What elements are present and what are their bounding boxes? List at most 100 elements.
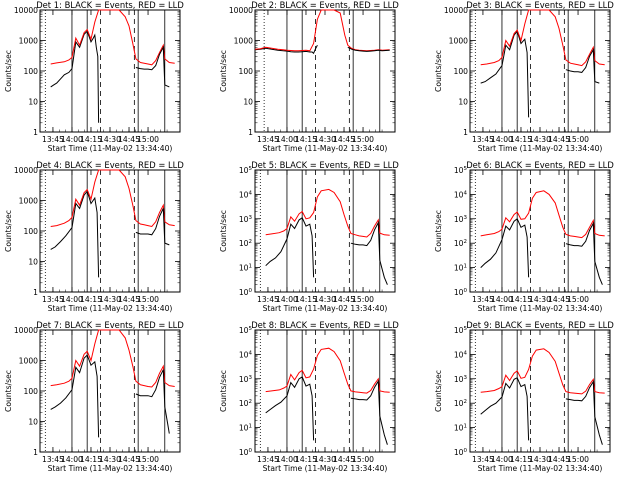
y-tick-label: 101 <box>239 264 252 273</box>
detector-panel-4: Det 4: BLACK = Events, RED = LLD 1 10 100 10… <box>4 160 184 313</box>
x-tick-label: 14:45 <box>548 455 570 464</box>
y-axis-label: Counts/sec <box>4 50 13 92</box>
y-axis-label: Counts/sec <box>434 370 443 412</box>
x-axis-label: Start Time (11-May-02 13:34:40) <box>478 144 603 153</box>
y-tick-label: 10 <box>458 98 468 107</box>
y-axis-label: Counts/sec <box>219 50 228 92</box>
x-tick-label: 14:30 <box>314 295 336 304</box>
x-tick-label: 15:00 <box>567 455 589 464</box>
series-black-line <box>50 30 100 123</box>
y-axis-label: Counts/sec <box>434 50 443 92</box>
x-tick-label: 14:00 <box>491 455 513 464</box>
x-tick-label: 13:45 <box>472 455 494 464</box>
x-tick-label: 13:45 <box>42 295 64 304</box>
panel-title: Det 2: BLACK = Events, RED = LLD <box>251 0 399 10</box>
y-tick-label: 10000 <box>14 6 38 15</box>
series-black-line <box>350 379 388 445</box>
x-tick-label: 15:00 <box>352 135 374 144</box>
detector-panel-5: Det 5: BLACK = Events, RED = LLD 100 101 10… <box>219 160 399 313</box>
series-red-line <box>480 348 605 395</box>
series-black-line <box>480 218 530 278</box>
y-tick-label: 105 <box>239 166 253 175</box>
x-tick-label: 14:45 <box>118 135 140 144</box>
x-tick-label: 14:45 <box>548 295 570 304</box>
y-tick-label: 10 <box>28 258 38 267</box>
y-tick-label: 103 <box>454 215 468 224</box>
detector-panel-2: Det 2: BLACK = Events, RED = LLD 1 10 100 10… <box>219 0 399 153</box>
x-tick-label: 14:00 <box>276 135 298 144</box>
y-tick-label: 104 <box>239 350 253 359</box>
x-axis-label: Start Time (11-May-02 13:34:40) <box>263 464 388 473</box>
y-tick-label: 10000 <box>14 326 38 335</box>
x-axis-label: Start Time (11-May-02 13:34:40) <box>48 144 173 153</box>
x-tick-label: 15:00 <box>137 135 159 144</box>
x-tick-label: 14:45 <box>333 295 355 304</box>
y-axis-label: Counts/sec <box>4 210 13 252</box>
y-tick-label: 101 <box>454 424 467 433</box>
x-axis-label: Start Time (11-May-02 13:34:40) <box>263 304 388 313</box>
x-axis-label: Start Time (11-May-02 13:34:40) <box>48 464 173 473</box>
y-tick-label: 105 <box>454 326 468 335</box>
x-tick-label: 15:00 <box>137 455 159 464</box>
detector-panel-6: Det 6: BLACK = Events, RED = LLD 100 101 10… <box>434 160 614 313</box>
series-black-line <box>350 220 388 285</box>
x-tick-label: 14:00 <box>491 295 513 304</box>
x-tick-label: 14:15 <box>80 135 102 144</box>
series-black-line <box>265 376 315 441</box>
y-tick-label: 1 <box>33 288 38 297</box>
series-black-line <box>265 217 315 278</box>
y-tick-label: 1000 <box>19 37 38 46</box>
x-tick-label: 14:00 <box>61 295 83 304</box>
panel-title: Det 3: BLACK = Events, RED = LLD <box>466 0 614 10</box>
y-tick-label: 10000 <box>14 166 38 175</box>
y-tick-label: 100 <box>24 387 39 396</box>
y-tick-label: 10 <box>28 98 38 107</box>
series-black-line <box>565 221 603 285</box>
x-tick-label: 14:15 <box>295 135 317 144</box>
panel-title: Det 7: BLACK = Events, RED = LLD <box>36 320 184 330</box>
x-tick-label: 14:15 <box>510 295 532 304</box>
x-tick-label: 15:00 <box>352 295 374 304</box>
y-tick-label: 10 <box>243 98 253 107</box>
series-red-line <box>50 9 175 66</box>
x-tick-label: 14:30 <box>529 455 551 464</box>
y-axis-label: Counts/sec <box>434 210 443 252</box>
series-black-line <box>50 354 100 438</box>
y-tick-label: 102 <box>239 239 252 248</box>
series-red-line <box>265 188 390 238</box>
x-tick-label: 14:45 <box>118 455 140 464</box>
x-tick-label: 14:30 <box>99 295 121 304</box>
y-tick-label: 100 <box>24 67 39 76</box>
x-tick-label: 13:45 <box>472 135 494 144</box>
series-black-line <box>50 190 100 278</box>
x-tick-label: 15:00 <box>567 135 589 144</box>
y-tick-label: 104 <box>239 190 253 199</box>
y-tick-label: 10 <box>28 418 38 427</box>
panel-title: Det 1: BLACK = Events, RED = LLD <box>36 0 184 10</box>
x-tick-label: 14:30 <box>99 455 121 464</box>
series-red-line <box>50 329 175 388</box>
plot-frame <box>39 169 181 293</box>
plot-frame <box>39 9 181 133</box>
panel-title: Det 5: BLACK = Events, RED = LLD <box>251 160 399 170</box>
x-tick-label: 14:30 <box>529 295 551 304</box>
x-tick-label: 14:30 <box>99 135 121 144</box>
series-black-line <box>565 47 600 84</box>
x-tick-label: 14:15 <box>295 455 317 464</box>
panel-title: Det 9: BLACK = Events, RED = LLD <box>466 320 614 330</box>
x-tick-label: 14:30 <box>529 135 551 144</box>
y-tick-label: 100 <box>24 227 39 236</box>
panel-title: Det 8: BLACK = Events, RED = LLD <box>251 320 399 330</box>
plot-frame <box>254 9 396 133</box>
y-axis-label: Counts/sec <box>219 210 228 252</box>
series-red-line <box>50 169 175 228</box>
series-black-line <box>565 380 603 445</box>
detector-panel-9: Det 9: BLACK = Events, RED = LLD 100 101 10… <box>434 320 614 473</box>
x-axis-label: Start Time (11-May-02 13:34:40) <box>48 304 173 313</box>
y-tick-label: 100 <box>239 288 253 297</box>
series-black-line <box>480 377 530 441</box>
y-tick-label: 104 <box>454 350 468 359</box>
y-tick-label: 1 <box>33 128 38 137</box>
x-tick-label: 14:15 <box>80 295 102 304</box>
